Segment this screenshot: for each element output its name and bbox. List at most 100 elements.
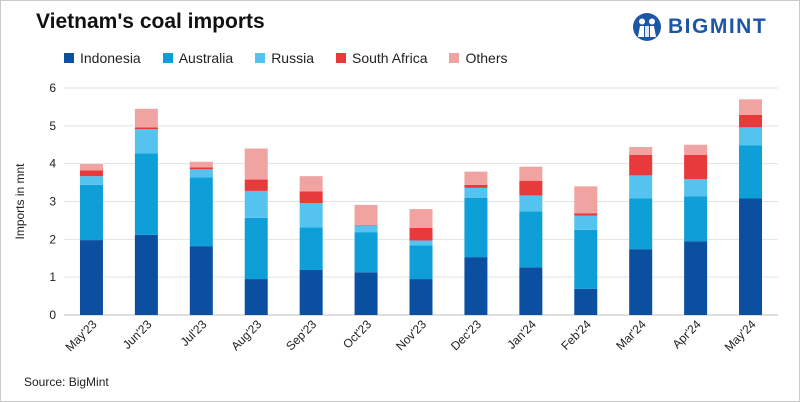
chart-legend: Indonesia Australia Russia South Africa Othe… bbox=[64, 50, 530, 66]
bar-segment bbox=[739, 145, 763, 199]
bar-segment bbox=[574, 213, 598, 216]
source-note: Source: BigMint bbox=[24, 375, 109, 389]
bar-segment bbox=[299, 227, 323, 270]
x-tick-label: Sep'23 bbox=[283, 317, 319, 353]
bigmint-logo: BIGMINT bbox=[632, 10, 767, 44]
bar-segment bbox=[354, 204, 378, 225]
bar-segment bbox=[409, 245, 433, 280]
legend-label: South Africa bbox=[351, 50, 428, 66]
x-tick-label: Nov'23 bbox=[393, 317, 429, 353]
y-tick-label: 2 bbox=[49, 232, 56, 246]
bar-segment bbox=[79, 176, 103, 185]
legend-item: Indonesia bbox=[64, 50, 141, 66]
legend-swatch bbox=[255, 53, 266, 63]
bar-segment bbox=[244, 279, 268, 315]
legend-swatch bbox=[449, 53, 460, 63]
bar-segment bbox=[79, 164, 103, 171]
brand-name: BIGMINT bbox=[668, 15, 768, 38]
bar-segment bbox=[299, 191, 323, 204]
bar-segment bbox=[79, 184, 103, 241]
legend-swatch bbox=[64, 53, 74, 63]
bar-segment bbox=[629, 175, 653, 199]
bar-segment bbox=[574, 186, 598, 214]
bar-segment bbox=[629, 249, 653, 315]
bar-segment bbox=[244, 190, 268, 218]
x-tick-label: Feb'24 bbox=[558, 317, 594, 353]
legend-item: Australia bbox=[162, 50, 234, 66]
bar-segment bbox=[519, 180, 543, 196]
bar-segment bbox=[629, 198, 653, 250]
bar-segment bbox=[189, 167, 213, 170]
bar-segment bbox=[519, 267, 543, 315]
bar-segment bbox=[629, 147, 653, 155]
bar-segment bbox=[739, 99, 763, 115]
legend-label: Australia bbox=[178, 50, 234, 66]
y-tick-label: 4 bbox=[49, 157, 56, 171]
bar-segment bbox=[189, 169, 213, 178]
x-tick-label: Jan'24 bbox=[504, 317, 539, 352]
legend-item: South Africa bbox=[335, 50, 428, 66]
bar-segment bbox=[464, 184, 488, 188]
legend-swatch bbox=[335, 53, 346, 63]
y-tick-label: 3 bbox=[49, 195, 56, 209]
bar-segment bbox=[464, 257, 488, 315]
bar-segment bbox=[409, 227, 433, 241]
legend-label: Indonesia bbox=[80, 50, 141, 66]
legend-item: Others bbox=[449, 50, 508, 66]
bar-segment bbox=[299, 203, 323, 228]
bar-segment bbox=[684, 179, 708, 197]
bar-segment bbox=[464, 187, 488, 198]
bar-segment bbox=[739, 198, 763, 315]
bigmint-logo-icon bbox=[633, 13, 661, 41]
x-tick-label: Jun'23 bbox=[120, 317, 155, 352]
bar-segment bbox=[299, 269, 323, 315]
bar-segment bbox=[629, 154, 653, 176]
x-tick-label: Apr'24 bbox=[670, 317, 704, 351]
bar-segment bbox=[134, 153, 158, 235]
bar-segment bbox=[574, 215, 598, 230]
bar-segment bbox=[189, 246, 213, 315]
bar-segment bbox=[354, 272, 378, 315]
bar-segment bbox=[684, 154, 708, 180]
legend-label: Others bbox=[465, 50, 508, 66]
bar-segment bbox=[244, 148, 268, 180]
x-tick-label: Oct'23 bbox=[340, 317, 374, 351]
bar-segment bbox=[574, 229, 598, 289]
bar-segment bbox=[134, 129, 158, 154]
bar-segment bbox=[189, 177, 213, 247]
bar-segment bbox=[299, 176, 323, 192]
bar-segment bbox=[79, 170, 103, 177]
legend-item: Russia bbox=[255, 50, 314, 66]
y-axis-label: Imports in mnt bbox=[13, 163, 27, 240]
legend-swatch bbox=[162, 53, 173, 63]
bar-segment bbox=[519, 166, 543, 181]
legend-label: Russia bbox=[271, 50, 314, 66]
x-tick-label: May'24 bbox=[722, 317, 759, 354]
chart-title: Vietnam's coal imports bbox=[36, 10, 265, 33]
bar-segment bbox=[574, 288, 598, 315]
bar-segment bbox=[464, 171, 488, 185]
y-tick-label: 6 bbox=[49, 81, 56, 95]
x-tick-label: Aug'23 bbox=[228, 317, 264, 353]
bar-segment bbox=[244, 179, 268, 191]
bar-segment bbox=[684, 241, 708, 315]
x-tick-label: Dec'23 bbox=[448, 317, 484, 353]
y-tick-label: 5 bbox=[49, 119, 56, 133]
bar-segment bbox=[134, 234, 158, 315]
bar-segment bbox=[79, 240, 103, 315]
bar-segment bbox=[684, 144, 708, 155]
bar-segment bbox=[189, 161, 213, 168]
x-tick-label: May'23 bbox=[63, 317, 100, 354]
x-tick-label: Jul'23 bbox=[178, 317, 210, 349]
bar-segment bbox=[739, 127, 763, 146]
bar-segment bbox=[519, 211, 543, 268]
bar-segment bbox=[134, 108, 158, 128]
bar-segment bbox=[354, 225, 378, 233]
bar-segment bbox=[409, 240, 433, 246]
bar-segment bbox=[684, 196, 708, 242]
bar-segment bbox=[354, 232, 378, 273]
y-tick-label: 1 bbox=[49, 270, 56, 284]
bar-segment bbox=[409, 279, 433, 315]
bar-segment bbox=[134, 127, 158, 130]
